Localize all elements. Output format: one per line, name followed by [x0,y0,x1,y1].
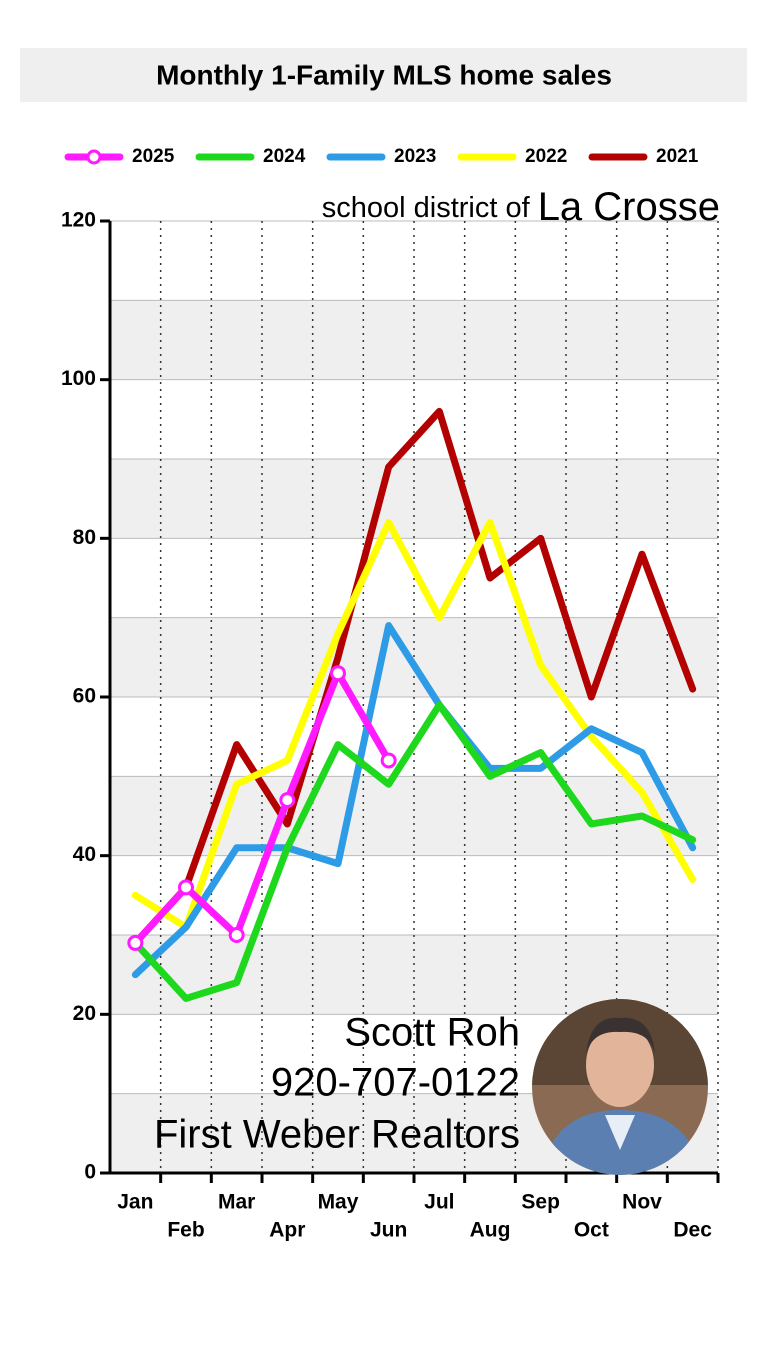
data-point [279,792,296,809]
data-point [228,927,245,943]
grid-band [110,617,718,697]
x-tick-label: May [318,1191,359,1214]
series-line [131,669,393,947]
x-tick-label: Jun [370,1219,407,1242]
y-tick-label: 20 [73,1002,96,1025]
legend-marker [86,149,102,165]
x-tick-label: Sep [521,1191,560,1214]
data-point [127,934,144,951]
x-tick-label: Apr [269,1219,305,1242]
grid-band [110,459,718,539]
series-line [131,622,697,979]
x-tick-label: Dec [673,1219,712,1242]
x-tick-label: Aug [470,1219,511,1242]
subtitle-place: La Crosse [538,185,720,229]
data-point [380,752,397,769]
x-tick-label: Jul [424,1191,454,1214]
y-tick-label: 40 [73,843,96,866]
y-tick-label: 100 [61,367,96,390]
series-line [131,407,697,947]
y-tick-label: 120 [61,209,96,232]
contact-phone: 920-707-0122 [271,1061,520,1105]
legend-label: 2021 [656,146,699,167]
data-point [178,879,194,896]
series-line [131,701,697,1002]
y-tick-label: 0 [84,1161,96,1184]
subtitle: school district of La Crosse [322,185,720,229]
x-tick-label: Mar [218,1191,255,1214]
series-line [131,518,697,931]
contact-name: Scott Roh [344,1011,520,1055]
title-box [20,48,747,102]
y-tick-label: 80 [73,526,96,549]
data-point [330,665,346,682]
x-tick-label: Oct [574,1219,609,1242]
x-tick-label: Feb [167,1219,204,1242]
y-tick-label: 60 [73,685,96,708]
legend-label: 2022 [525,146,567,167]
x-tick-label: Jan [117,1191,153,1214]
subtitle-prefix: school district of [322,192,531,224]
legend-label: 2024 [263,146,306,167]
x-tick-label: Nov [622,1191,662,1214]
legend-label: 2025 [132,146,175,167]
contact-company: First Weber Realtors [154,1113,520,1157]
chart-title: Monthly 1-Family MLS home sales [156,59,612,90]
legend-label: 2023 [394,146,436,167]
